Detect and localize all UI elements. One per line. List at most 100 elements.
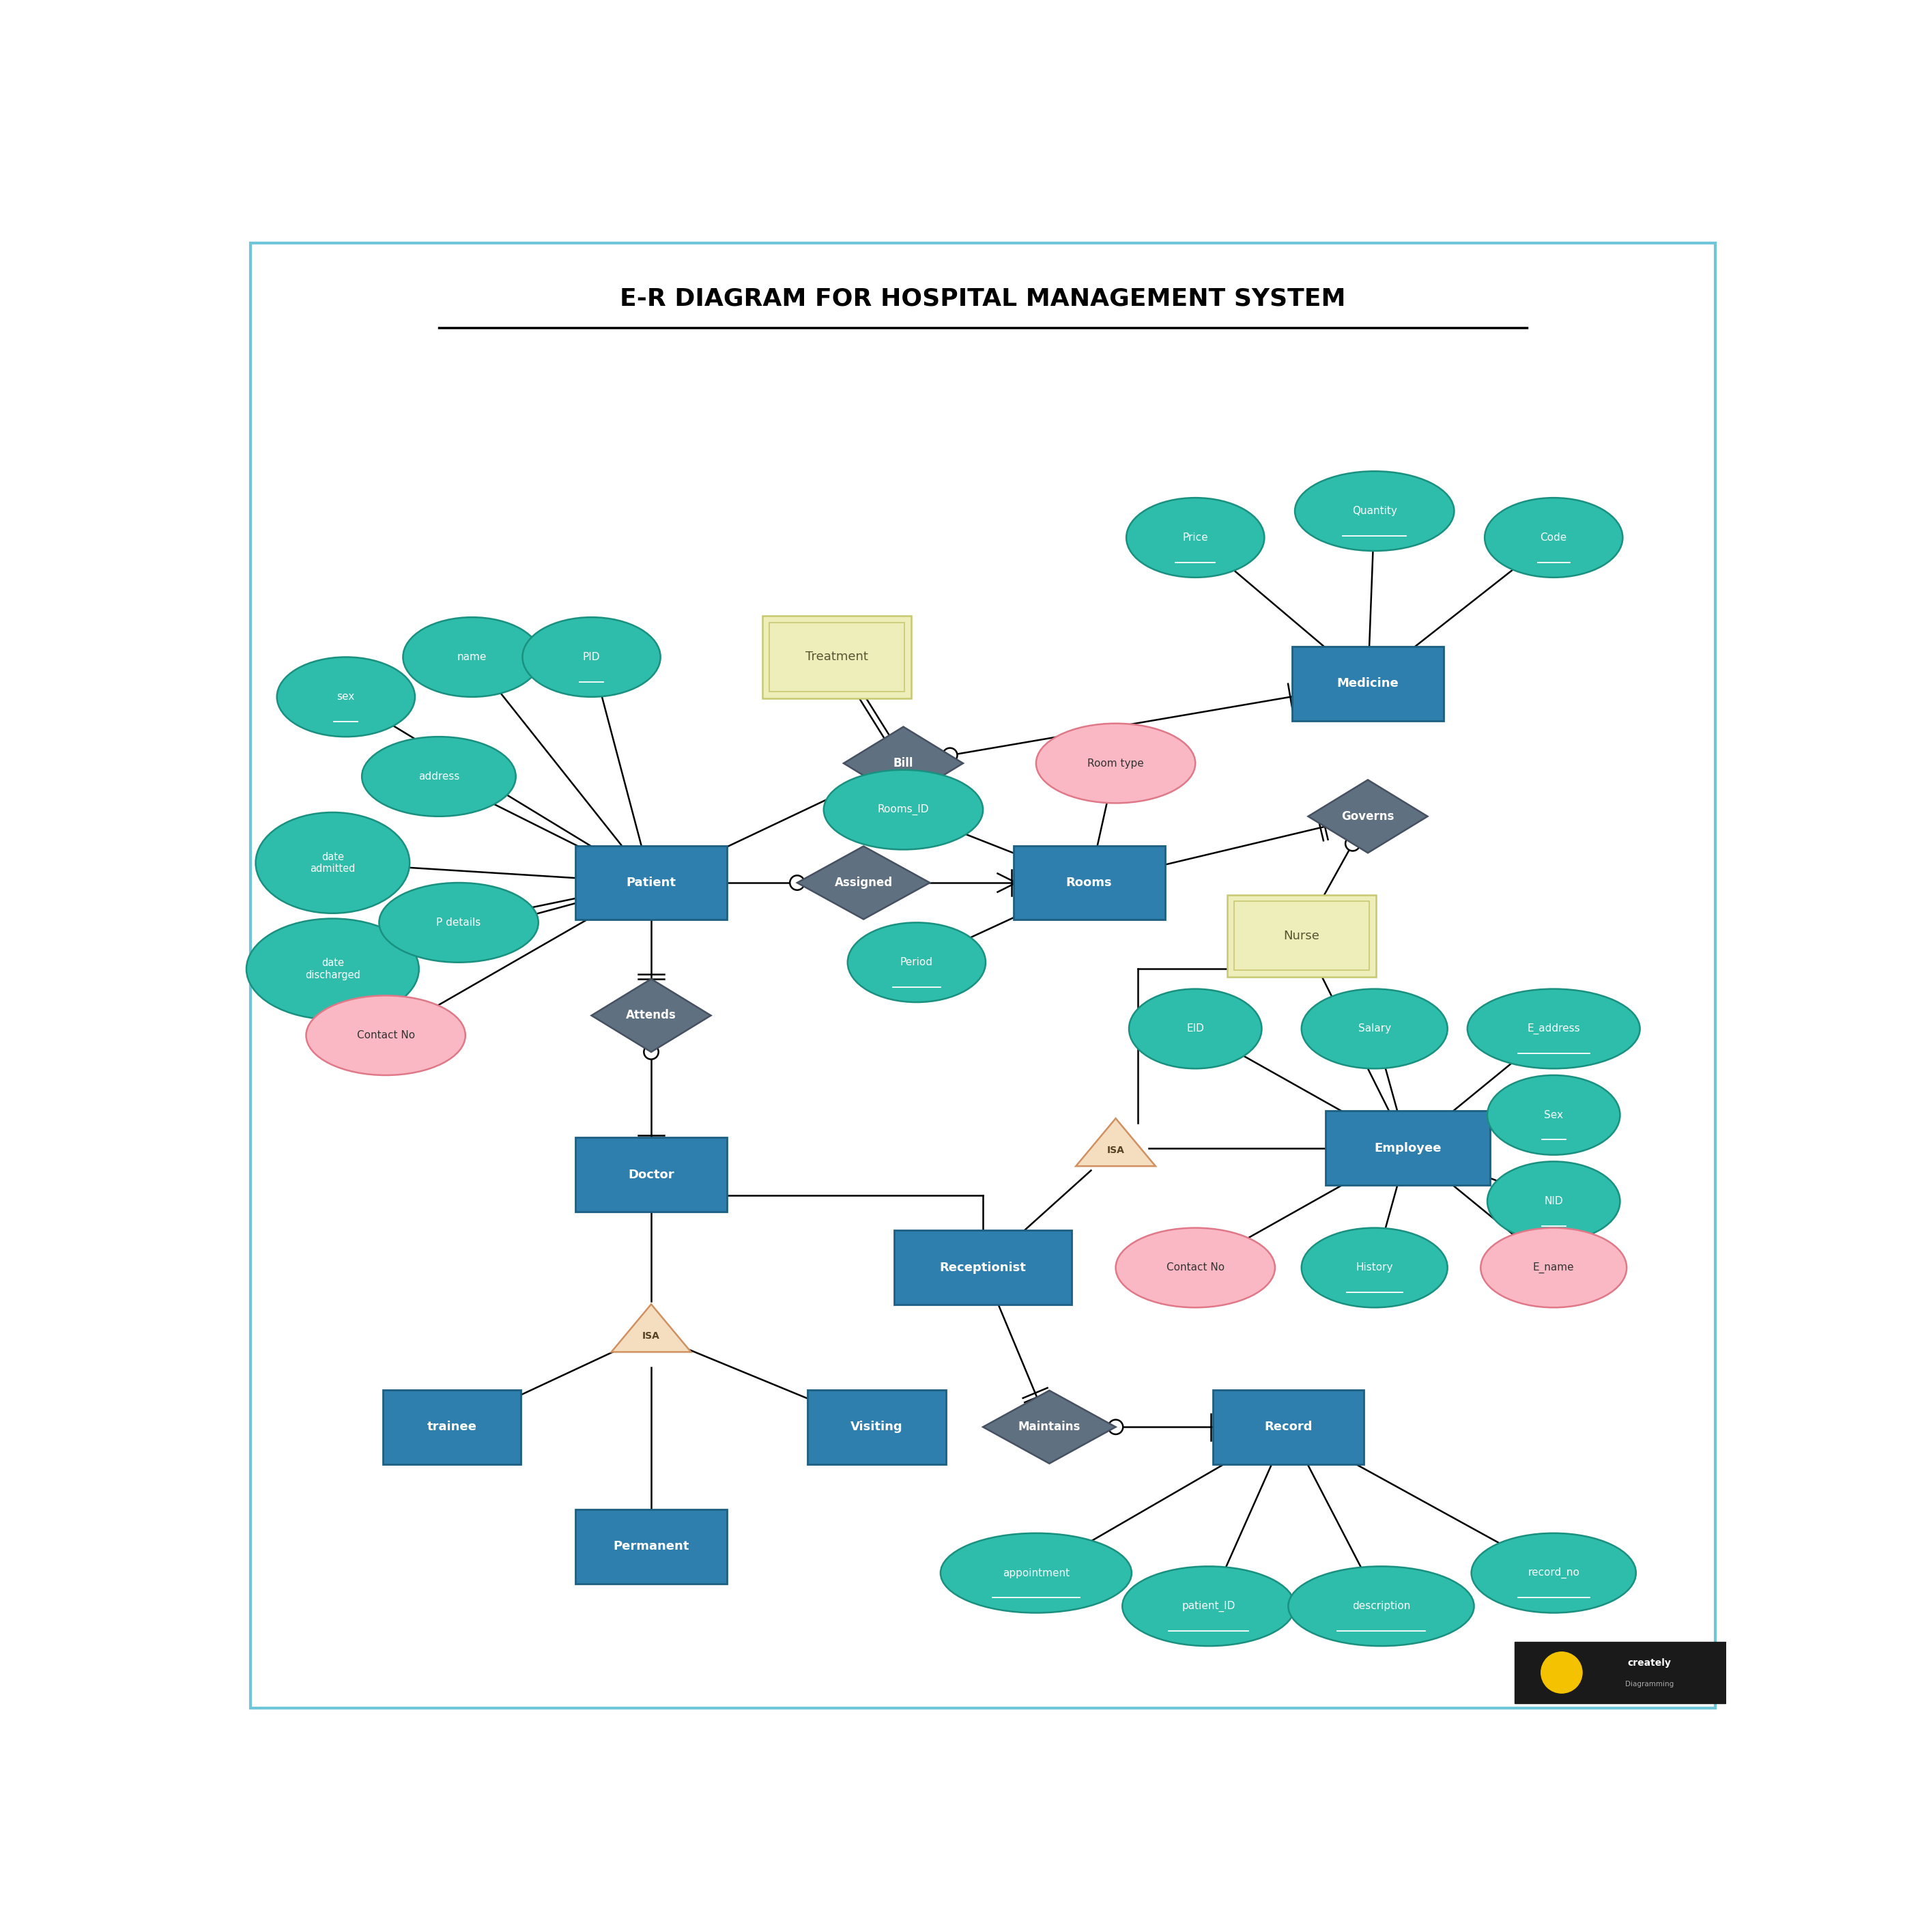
Text: Period: Period bbox=[900, 956, 932, 968]
Text: Contact No: Contact No bbox=[357, 1030, 414, 1041]
FancyBboxPatch shape bbox=[894, 1231, 1072, 1304]
Ellipse shape bbox=[380, 883, 539, 962]
Text: Salary: Salary bbox=[1358, 1024, 1391, 1034]
Polygon shape bbox=[844, 726, 963, 800]
Text: Quantity: Quantity bbox=[1352, 506, 1396, 516]
Text: ISA: ISA bbox=[1107, 1146, 1124, 1155]
FancyBboxPatch shape bbox=[575, 1138, 727, 1211]
FancyBboxPatch shape bbox=[1228, 895, 1375, 978]
Text: ISA: ISA bbox=[643, 1331, 660, 1341]
Text: EID: EID bbox=[1187, 1024, 1205, 1034]
Ellipse shape bbox=[848, 923, 986, 1003]
Text: Rooms: Rooms bbox=[1066, 877, 1112, 889]
Text: Attends: Attends bbox=[625, 1009, 677, 1022]
Text: Nurse: Nurse bbox=[1283, 929, 1320, 943]
Text: Sex: Sex bbox=[1544, 1109, 1563, 1121]
Text: Employee: Employee bbox=[1373, 1142, 1440, 1153]
Polygon shape bbox=[612, 1304, 690, 1352]
Text: appointment: appointment bbox=[1003, 1569, 1070, 1578]
Ellipse shape bbox=[1481, 1229, 1626, 1308]
Ellipse shape bbox=[823, 771, 984, 850]
Text: Room type: Room type bbox=[1088, 757, 1143, 769]
Ellipse shape bbox=[1130, 989, 1262, 1068]
Ellipse shape bbox=[940, 1534, 1132, 1613]
Polygon shape bbox=[591, 980, 712, 1053]
Ellipse shape bbox=[1486, 1161, 1621, 1240]
Text: Visiting: Visiting bbox=[852, 1420, 903, 1434]
Text: Record: Record bbox=[1264, 1420, 1312, 1434]
Ellipse shape bbox=[1486, 1076, 1621, 1155]
FancyBboxPatch shape bbox=[575, 1509, 727, 1584]
Text: name: name bbox=[456, 651, 487, 663]
Text: Bill: Bill bbox=[894, 757, 913, 769]
FancyBboxPatch shape bbox=[1013, 846, 1164, 920]
Text: Patient: Patient bbox=[627, 877, 675, 889]
Ellipse shape bbox=[1471, 1534, 1636, 1613]
Text: E_name: E_name bbox=[1532, 1262, 1575, 1273]
Text: Medicine: Medicine bbox=[1337, 678, 1398, 690]
Text: PID: PID bbox=[583, 651, 600, 663]
FancyBboxPatch shape bbox=[1212, 1389, 1364, 1464]
Ellipse shape bbox=[403, 616, 541, 697]
Ellipse shape bbox=[1485, 498, 1623, 578]
Ellipse shape bbox=[1302, 1229, 1448, 1308]
Circle shape bbox=[790, 875, 804, 891]
Text: Rooms_ID: Rooms_ID bbox=[878, 804, 928, 815]
Ellipse shape bbox=[1116, 1229, 1275, 1308]
Text: Assigned: Assigned bbox=[834, 877, 892, 889]
Text: Governs: Governs bbox=[1341, 810, 1394, 823]
FancyBboxPatch shape bbox=[763, 616, 911, 697]
Text: Doctor: Doctor bbox=[627, 1169, 675, 1180]
Text: Receptionist: Receptionist bbox=[940, 1262, 1026, 1273]
Polygon shape bbox=[1308, 781, 1427, 852]
Ellipse shape bbox=[1302, 989, 1448, 1068]
Polygon shape bbox=[1076, 1119, 1155, 1167]
Circle shape bbox=[1345, 837, 1360, 850]
Text: NID: NID bbox=[1544, 1196, 1563, 1206]
Text: P details: P details bbox=[437, 918, 481, 927]
Text: patient_ID: patient_ID bbox=[1181, 1600, 1235, 1611]
FancyBboxPatch shape bbox=[769, 622, 905, 692]
Ellipse shape bbox=[1122, 1567, 1295, 1646]
Text: Treatment: Treatment bbox=[806, 651, 869, 663]
Ellipse shape bbox=[1289, 1567, 1475, 1646]
Text: Contact No: Contact No bbox=[1166, 1264, 1224, 1273]
Text: record_no: record_no bbox=[1529, 1567, 1580, 1578]
Circle shape bbox=[1109, 1420, 1124, 1434]
Ellipse shape bbox=[276, 657, 414, 736]
Ellipse shape bbox=[246, 918, 418, 1020]
Text: E-R DIAGRAM FOR HOSPITAL MANAGEMENT SYSTEM: E-R DIAGRAM FOR HOSPITAL MANAGEMENT SYST… bbox=[620, 288, 1346, 311]
FancyBboxPatch shape bbox=[1293, 647, 1444, 721]
Circle shape bbox=[644, 1045, 658, 1059]
Text: Maintains: Maintains bbox=[1018, 1420, 1080, 1434]
Text: Permanent: Permanent bbox=[614, 1540, 689, 1553]
Ellipse shape bbox=[1295, 471, 1454, 551]
Ellipse shape bbox=[1467, 989, 1640, 1068]
Text: Diagramming: Diagramming bbox=[1625, 1681, 1674, 1689]
Ellipse shape bbox=[307, 995, 466, 1076]
Text: Code: Code bbox=[1540, 533, 1567, 543]
Ellipse shape bbox=[522, 616, 660, 697]
Ellipse shape bbox=[363, 736, 516, 817]
Text: address: address bbox=[418, 771, 460, 782]
Text: date
admitted: date admitted bbox=[311, 852, 355, 873]
FancyBboxPatch shape bbox=[807, 1389, 946, 1464]
FancyBboxPatch shape bbox=[575, 846, 727, 920]
Text: date
discharged: date discharged bbox=[305, 958, 361, 980]
Text: description: description bbox=[1352, 1602, 1410, 1611]
Circle shape bbox=[942, 748, 957, 763]
FancyBboxPatch shape bbox=[1233, 902, 1369, 970]
Circle shape bbox=[1540, 1652, 1582, 1692]
Text: creately: creately bbox=[1628, 1658, 1671, 1667]
Ellipse shape bbox=[1126, 498, 1264, 578]
Ellipse shape bbox=[255, 811, 410, 914]
Text: trainee: trainee bbox=[428, 1420, 478, 1434]
Text: Price: Price bbox=[1183, 533, 1208, 543]
Text: E_address: E_address bbox=[1527, 1024, 1580, 1034]
Ellipse shape bbox=[1036, 723, 1195, 804]
FancyBboxPatch shape bbox=[1515, 1642, 1726, 1704]
Polygon shape bbox=[798, 846, 930, 920]
Polygon shape bbox=[982, 1391, 1116, 1463]
Text: sex: sex bbox=[338, 692, 355, 701]
FancyBboxPatch shape bbox=[384, 1389, 522, 1464]
